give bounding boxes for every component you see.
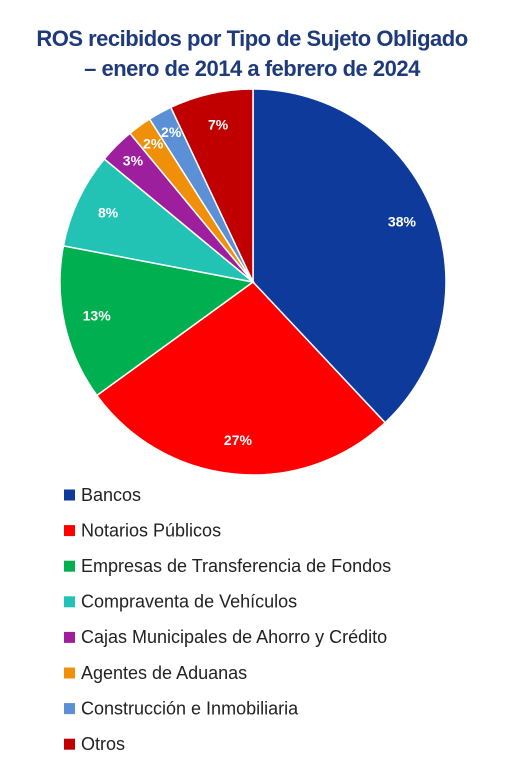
legend-swatch — [64, 738, 75, 750]
legend-label: Agentes de Aduanas — [81, 663, 247, 683]
legend-label: Empresas de Transferencia de Fondos — [81, 556, 391, 576]
legend-swatch — [64, 667, 75, 679]
value-label: 2% — [161, 124, 182, 140]
legend-label: Otros — [81, 734, 125, 754]
legend-swatch — [64, 596, 75, 608]
value-label: 2% — [143, 135, 164, 151]
pie-slice — [169, 88, 254, 283]
legend-swatch — [64, 703, 75, 715]
legend-swatch — [64, 560, 75, 572]
value-label: 7% — [208, 116, 229, 132]
legend-label: Compraventa de Vehículos — [81, 592, 297, 612]
pie-slice — [95, 281, 387, 476]
value-label: 38% — [388, 214, 417, 230]
pie-slice — [59, 244, 255, 397]
chart-title: ROS recibidos por Tipo de Sujeto Obligad… — [36, 26, 467, 51]
value-label: 27% — [224, 432, 253, 448]
legend-swatch — [64, 631, 75, 643]
legend-label: Bancos — [81, 485, 141, 505]
legend-label: Cajas Municipales de Ahorro y Crédito — [81, 627, 387, 647]
pie-slice — [62, 157, 254, 283]
chart-title: – enero de 2014 a febrero de 2024 — [84, 56, 421, 81]
legend-label: Construcción e Inmobiliaria — [81, 698, 299, 718]
value-label: 8% — [98, 204, 119, 220]
legend-swatch — [64, 489, 75, 501]
value-label: 13% — [83, 308, 112, 324]
pie-slice — [252, 88, 447, 424]
legend-swatch — [64, 525, 75, 537]
legend-label: Notarios Públicos — [81, 520, 221, 540]
value-label: 3% — [123, 153, 144, 169]
